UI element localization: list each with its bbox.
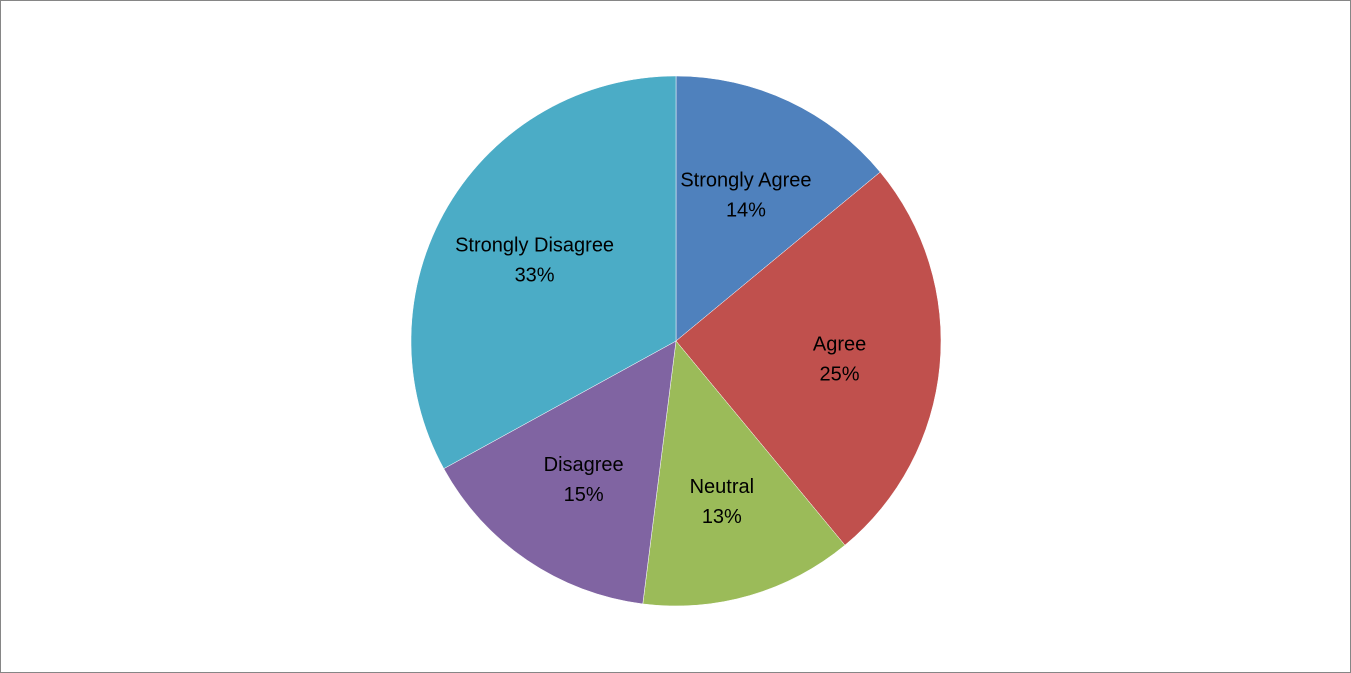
slice-percent-label: 15% — [564, 484, 604, 506]
slice-category-label: Disagree — [544, 454, 624, 476]
pie-slice-strongly-disagree — [410, 75, 677, 470]
slice-category-label: Strongly Disagree — [455, 234, 614, 256]
pie-slices — [410, 75, 942, 607]
slice-label-strongly-disagree: Strongly Disagree 33% — [455, 234, 614, 286]
pie-slice-disagree — [443, 340, 677, 605]
slice-category-label: Agree — [813, 333, 866, 355]
slice-label-neutral: Neutral 13% — [690, 476, 754, 528]
slice-percent-label: 25% — [820, 363, 860, 385]
slice-label-disagree: Disagree 15% — [544, 454, 624, 506]
pie-slice-neutral — [642, 340, 846, 607]
slice-label-strongly-agree: Strongly Agree 14% — [680, 169, 811, 221]
pie-labels: Strongly Agree 14% Agree 25% Neutral 13% Disag… — [455, 169, 866, 527]
slice-percent-label: 14% — [726, 199, 766, 221]
pie-slice-strongly-agree — [675, 75, 881, 342]
slice-category-label: Strongly Agree — [680, 169, 811, 191]
pie-slice-agree — [675, 171, 942, 546]
slice-label-agree: Agree 25% — [813, 333, 866, 385]
slice-category-label: Neutral — [690, 476, 754, 498]
slice-percent-label: 33% — [515, 264, 555, 286]
slice-percent-label: 13% — [702, 506, 742, 528]
